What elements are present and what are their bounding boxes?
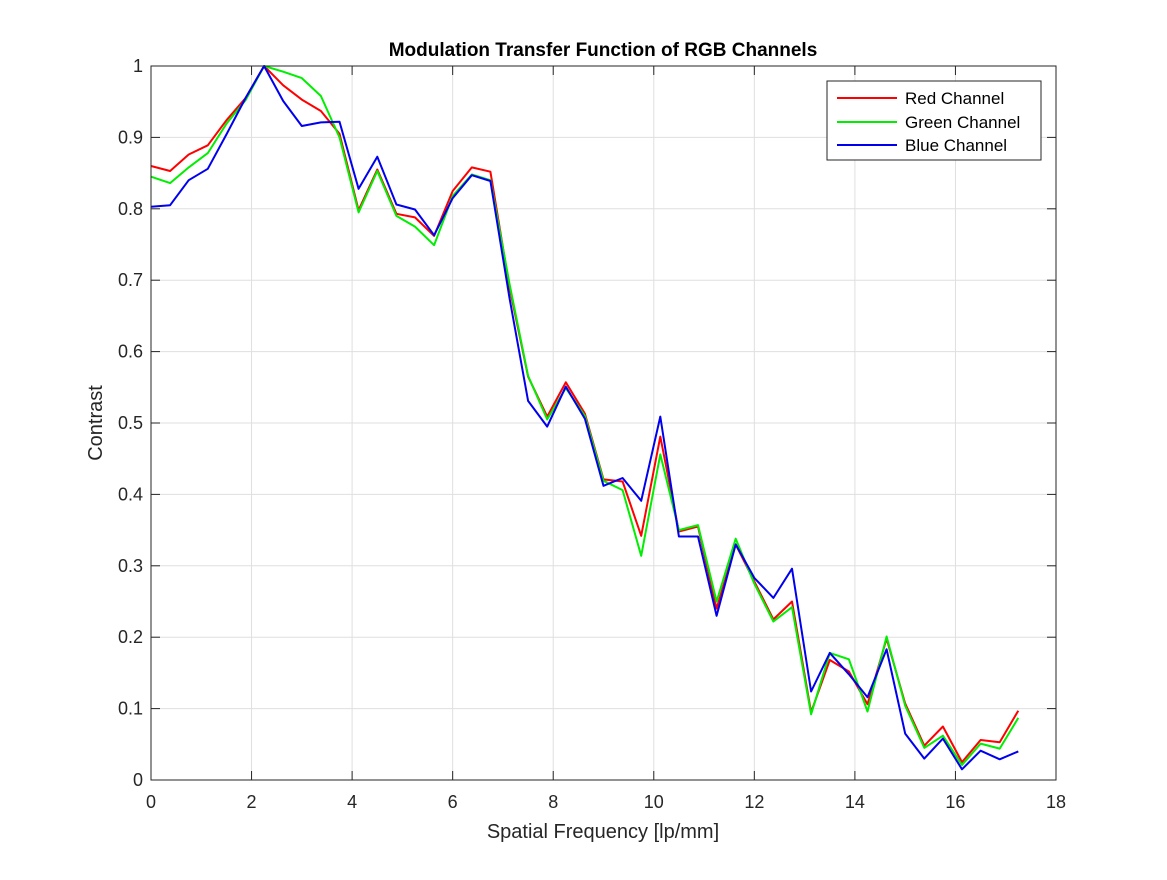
y-axis-label: Contrast [85,385,107,461]
y-tick-label: 0 [133,770,143,790]
y-tick-label: 0.7 [118,270,143,290]
y-tick-label: 0.1 [118,699,143,719]
y-tick-label: 0.4 [118,484,143,504]
x-tick-label: 16 [945,792,965,812]
y-tick-label: 0.3 [118,556,143,576]
x-tick-label: 18 [1046,792,1066,812]
x-tick-label: 0 [146,792,156,812]
chart-title: Modulation Transfer Function of RGB Chan… [389,40,818,61]
x-tick-label: 12 [744,792,764,812]
tick-labels: 0 2 4 6 8 10 12 14 16 18 0 0.1 0.2 0.3 0.4 0.5 0.6 0.7 0.8… [118,56,1066,812]
y-tick-label: 0.2 [118,627,143,647]
y-tick-label: 0.5 [118,413,143,433]
legend-box [826,80,1042,161]
legend-label-red: Red Channel [905,89,1004,108]
grid [150,65,1057,781]
legend-label-blue: Blue Channel [905,136,1007,155]
y-tick-label: 0.6 [118,342,143,362]
y-tick-label: 0.8 [118,199,143,219]
x-tick-label: 6 [448,792,458,812]
x-tick-label: 14 [845,792,865,812]
series-layer [150,65,1020,771]
y-tick-label: 0.9 [118,127,143,147]
x-tick-label: 8 [548,792,558,812]
x-tick-label: 2 [247,792,257,812]
legend: Red Channel Green Channel Blue Channel [826,80,1042,161]
blue-channel-line [150,65,1019,771]
y-tick-label: 1 [133,56,143,76]
x-tick-label: 10 [644,792,664,812]
green-channel-line [150,65,1020,766]
x-tick-label: 4 [347,792,357,812]
x-axis-label: Spatial Frequency [lp/mm] [487,821,719,843]
legend-label-green: Green Channel [905,113,1020,132]
ticks [150,65,1057,781]
